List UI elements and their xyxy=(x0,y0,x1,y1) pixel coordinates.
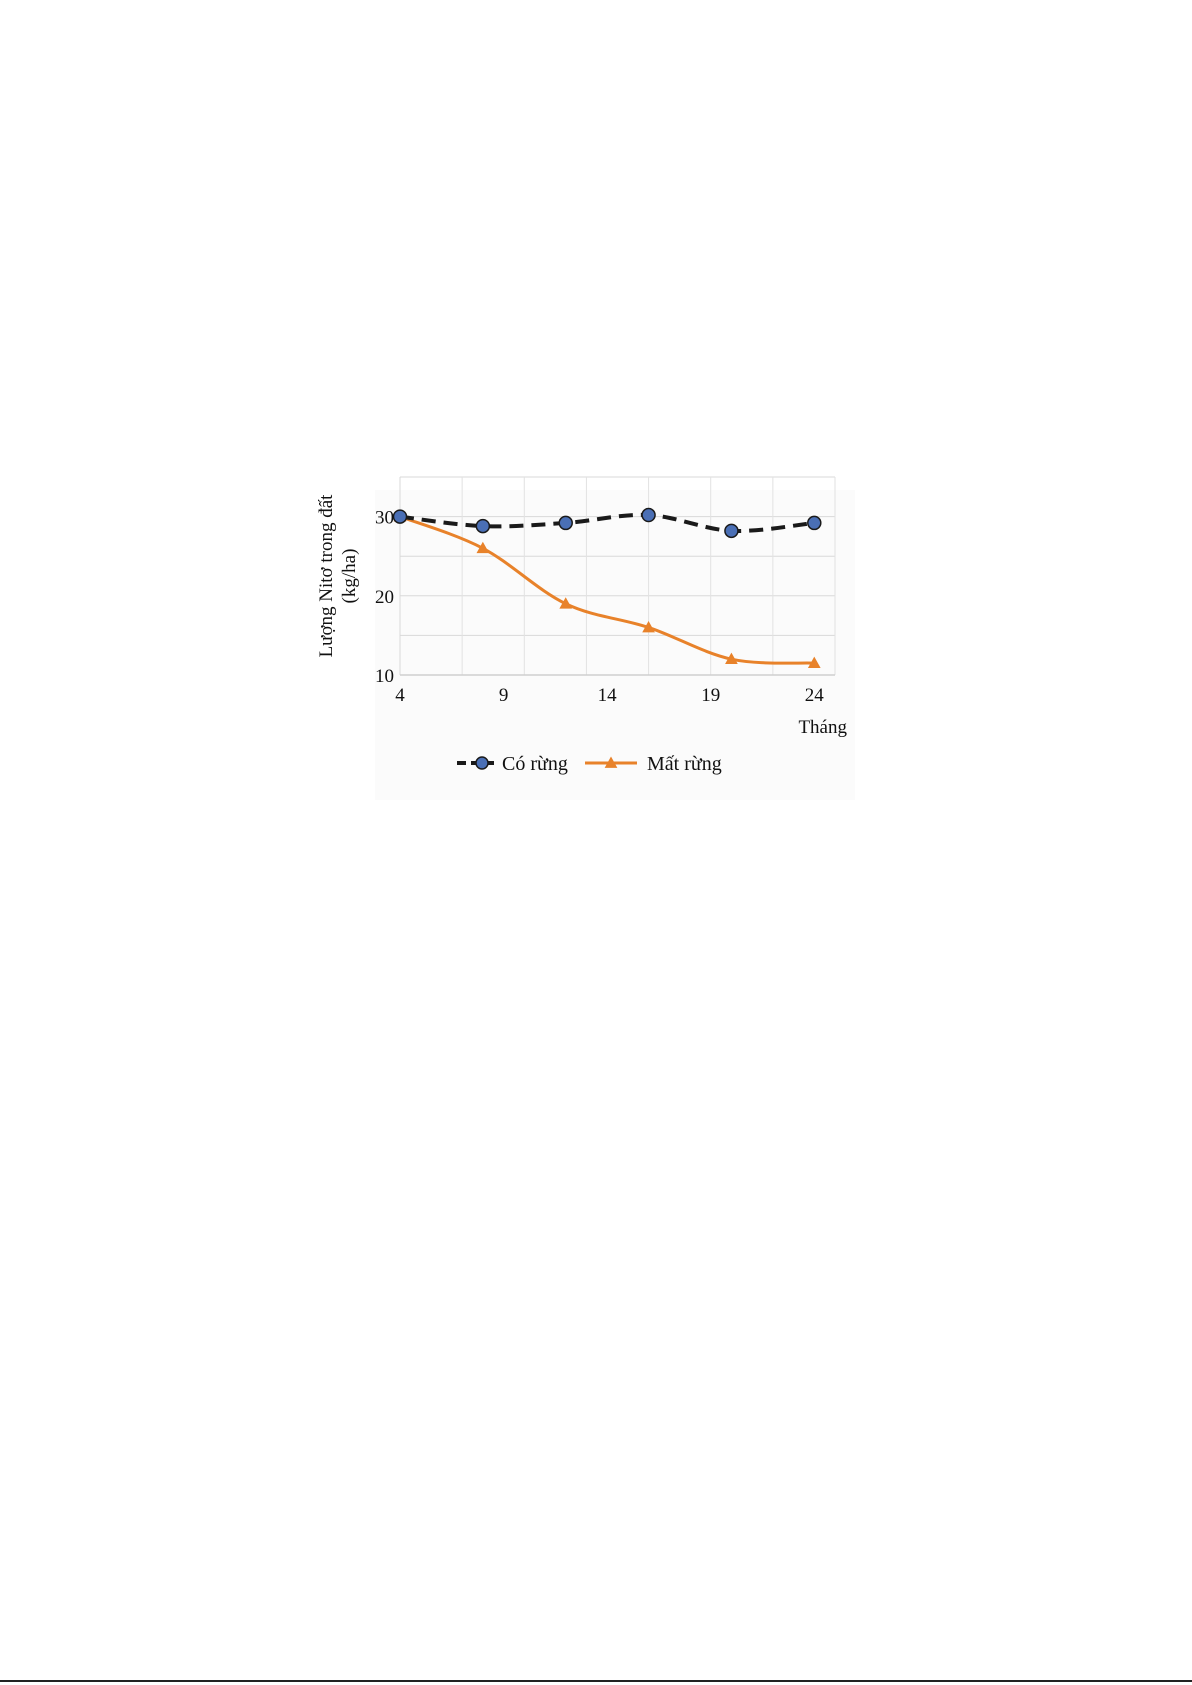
data-point-co-rung xyxy=(558,515,573,531)
x-tick-label: 19 xyxy=(701,685,720,706)
data-point-co-rung xyxy=(392,509,408,524)
line-chart: 4 9 14 19 24 10 20 30 Lượng Nitơ trong đất (kg/… xyxy=(316,476,847,775)
x-axis-label: Tháng xyxy=(798,717,847,738)
legend-marker-mat-rung xyxy=(604,756,618,768)
series-layer xyxy=(392,507,822,669)
x-tick-label: 24 xyxy=(805,685,825,706)
legend-label-co-rung: Có rừng xyxy=(502,753,568,775)
data-point-co-rung xyxy=(724,523,739,539)
series-co-rung xyxy=(392,507,822,539)
x-tick-label: 4 xyxy=(395,685,405,706)
series-mat-rung xyxy=(393,510,821,669)
legend-label-mat-rung: Mất rừng xyxy=(647,753,722,775)
x-tick-label: 14 xyxy=(598,685,618,706)
series-line-co-rung xyxy=(399,512,815,533)
x-tick-label: 9 xyxy=(499,685,509,706)
y-axis-label: Lượng Nitơ trong đất xyxy=(316,494,337,658)
data-point-mat-rung xyxy=(725,652,738,665)
legend-item-mat-rung: Mất rừng xyxy=(585,753,722,775)
page-bottom-border xyxy=(0,1680,1192,1682)
y-tick-label: 30 xyxy=(375,508,394,529)
y-tick-label: 10 xyxy=(375,666,394,687)
legend: Có rừng Mất rừng xyxy=(457,753,722,775)
data-point-mat-rung xyxy=(642,620,655,633)
data-point-mat-rung xyxy=(807,656,821,669)
legend-item-co-rung: Có rừng xyxy=(457,753,568,775)
grid xyxy=(399,476,836,676)
y-tick-label: 20 xyxy=(375,587,394,608)
tick-labels: 4 9 14 19 24 10 20 30 xyxy=(375,508,824,706)
chart-container: 4 9 14 19 24 10 20 30 Lượng Nitơ trong đất (kg/… xyxy=(316,476,855,800)
data-point-co-rung xyxy=(641,507,656,523)
data-point-mat-rung xyxy=(476,541,490,554)
legend-marker-co-rung xyxy=(475,756,489,770)
y-axis-unit: (kg/ha) xyxy=(339,549,360,604)
series-line-mat-rung xyxy=(399,515,815,665)
data-point-co-rung xyxy=(807,515,822,531)
data-point-co-rung xyxy=(475,518,491,534)
data-point-mat-rung xyxy=(559,597,573,609)
